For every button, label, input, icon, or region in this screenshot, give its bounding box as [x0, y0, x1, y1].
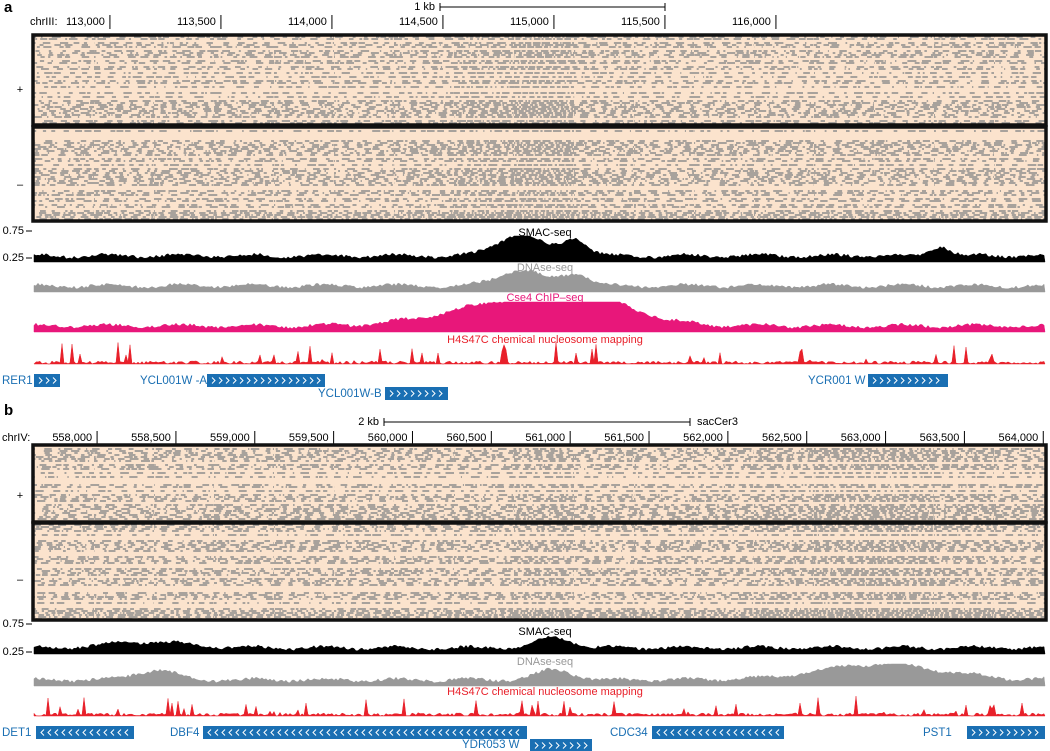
gene-label: YCL001W -A	[140, 375, 207, 387]
coord-tick-label: 560,500	[447, 432, 487, 444]
gene-chevrons	[872, 377, 940, 384]
track-label: H4S47C chemical nucleosome mapping	[447, 686, 643, 698]
signal-track	[33, 635, 1046, 655]
gene-label: DBF4	[170, 727, 200, 739]
strand-label: –	[17, 574, 24, 586]
read-texture	[34, 448, 1045, 520]
track-label: H4S47C chemical nucleosome mapping	[447, 334, 643, 346]
strand-label: +	[17, 490, 23, 502]
track-label: SMAC-seq	[518, 626, 571, 638]
gene-label: YCR001 W	[808, 375, 866, 387]
gene-chevrons	[207, 729, 520, 736]
signal-track	[33, 235, 1046, 263]
read-box-border	[31, 33, 1048, 127]
coord-tick-label: 564,000	[998, 432, 1038, 444]
coord-tick-label: 562,500	[762, 432, 802, 444]
strand-label: –	[17, 179, 24, 191]
y-tick-label: 0.75	[3, 618, 24, 630]
coord-tick-label: 562,000	[683, 432, 723, 444]
coord-tick-label: 558,000	[52, 432, 92, 444]
gene-box	[34, 374, 60, 387]
read-box-border	[31, 125, 1048, 223]
track-label: DNAse-seq	[517, 656, 573, 668]
gene-label: RER1	[2, 375, 33, 387]
gene-chevrons	[38, 377, 57, 384]
coord-tick-label: 115,000	[510, 16, 549, 28]
coord-tick-label: 560,000	[368, 432, 408, 444]
chrom-label: chrIII:	[30, 16, 58, 28]
coord-tick-label: 561,000	[525, 432, 565, 444]
signal-track	[33, 342, 1046, 365]
gene-label: YDR053 W	[462, 739, 520, 751]
signal-track	[33, 269, 1046, 293]
gene-chevrons	[389, 390, 443, 397]
gene-box	[203, 726, 527, 739]
panel-label: a	[4, 0, 13, 16]
scale-bar-label: 1 kb	[414, 1, 435, 13]
coord-tick-label: 114,500	[399, 16, 438, 28]
read-box-border	[31, 521, 1048, 622]
y-tick-label: 0.25	[3, 252, 24, 264]
gene-chevrons	[534, 742, 588, 749]
coord-tick-label: 559,500	[289, 432, 329, 444]
read-texture	[34, 130, 1045, 220]
gene-label: PST1	[923, 727, 952, 739]
signal-track	[33, 301, 1046, 333]
chrom-label: chrIV:	[2, 432, 30, 444]
coord-tick-label: 558,500	[131, 432, 171, 444]
gene-label: YCL001W-B	[318, 388, 382, 400]
gene-box	[868, 374, 948, 387]
panel: b 2 kb sacCer3 chrIV: 558,000 558,500 559,000 5…	[2, 402, 1048, 751]
track-label: Cse4 ChIP–seq	[506, 292, 583, 304]
signal-track	[33, 663, 1046, 687]
read-texture	[34, 36, 1045, 124]
gene-box	[385, 387, 448, 400]
coord-tick-label: 561,500	[604, 432, 644, 444]
strand-label: +	[17, 84, 23, 96]
coord-tick-label: 563,500	[920, 432, 960, 444]
scale-bar-label: 2 kb	[358, 416, 379, 428]
gene-box	[530, 739, 592, 751]
gene-chevrons	[971, 729, 1039, 736]
coord-tick-label: 116,000	[732, 16, 771, 28]
gene-box	[967, 726, 1045, 739]
panel: a 1 kb chrIII: 113,000 113,500 114,000 114,500…	[2, 0, 1048, 400]
gene-box	[207, 374, 325, 387]
coord-tick-label: 113,000	[66, 16, 105, 28]
coord-tick-label: 114,000	[288, 16, 327, 28]
gene-chevrons	[656, 729, 780, 736]
coord-tick-label: 115,500	[621, 16, 660, 28]
gene-label: DET1	[2, 727, 31, 739]
gene-box	[652, 726, 784, 739]
gene-label: CDC34	[610, 727, 648, 739]
gene-chevrons	[211, 377, 321, 384]
y-tick-label: 0.75	[3, 225, 24, 237]
signal-track	[33, 696, 1046, 717]
gene-chevrons	[40, 729, 129, 736]
y-tick-label: 0.25	[3, 646, 24, 658]
coord-tick-label: 563,000	[841, 432, 881, 444]
coord-tick-label: 113,500	[177, 16, 216, 28]
gene-box	[36, 726, 134, 739]
panel-label: b	[4, 402, 13, 419]
coord-tick-label: 559,000	[210, 432, 250, 444]
track-label: SMAC-seq	[518, 227, 571, 239]
assembly-label: sacCer3	[697, 416, 738, 428]
